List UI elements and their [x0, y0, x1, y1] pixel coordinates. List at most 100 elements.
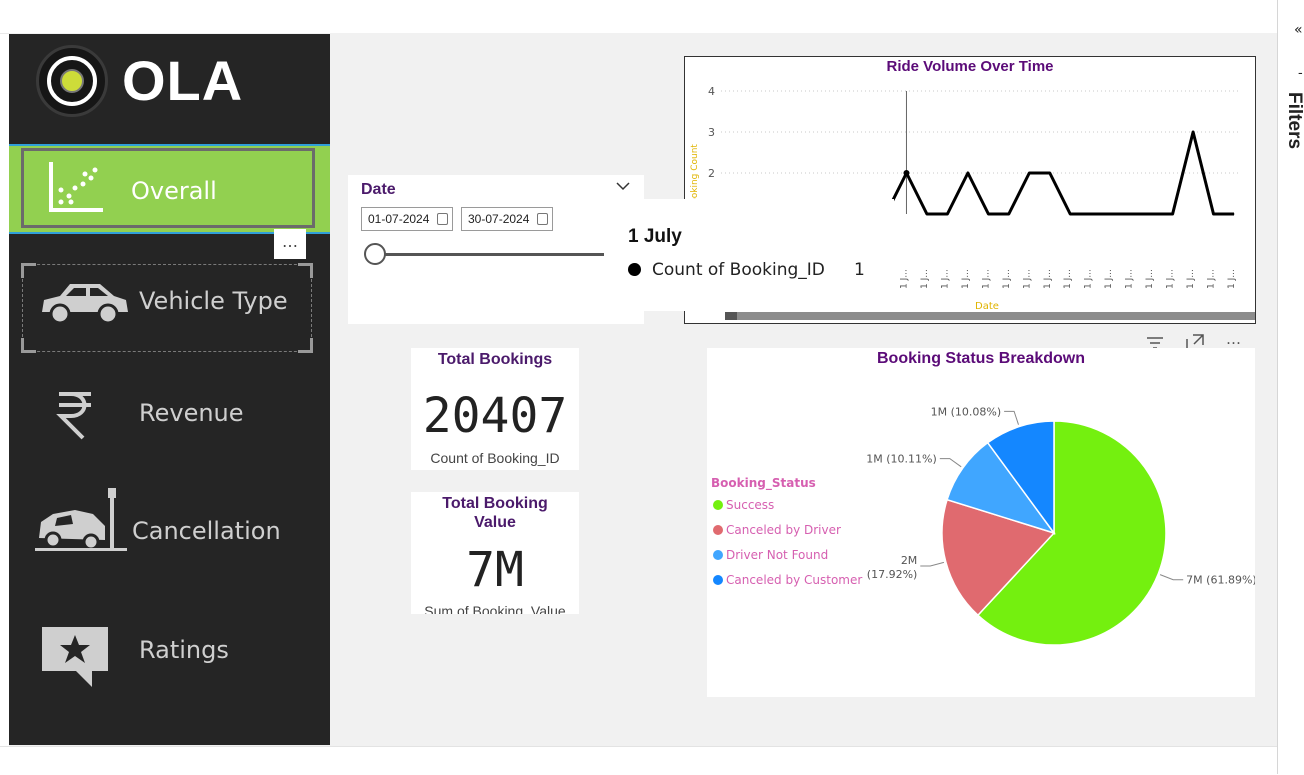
nav-item-vehicle-type[interactable]: Vehicle Type [9, 256, 330, 346]
tooltip-label: Count of Booking_ID [652, 260, 825, 280]
legend-title: Booking_Status [711, 476, 816, 490]
logo-ring-icon [36, 45, 108, 117]
legend-label: Canceled by Driver [726, 523, 841, 537]
chevron-down-icon[interactable] [616, 179, 630, 195]
y-axis-label: Booking Count [690, 144, 700, 210]
x-tick-label: 1 J... [1166, 269, 1176, 289]
nav-item-cancellation[interactable]: Cancellation [9, 486, 330, 576]
kpi-value: 7M [466, 542, 524, 598]
end-date-input[interactable]: 30-07-2024 [461, 207, 553, 231]
pie-chart-svg: 7M (61.89%) 2M(17.92%) 1M (10.11%) 1M (10.0… [866, 405, 1255, 646]
x-tick-label: 1 J... [961, 269, 971, 289]
date-slicer[interactable]: Date 01-07-2024 30-07-2024 [348, 175, 644, 324]
leader-line [939, 458, 962, 468]
data-point [926, 213, 928, 215]
legend-item-canceled-by-driver[interactable]: Canceled by Driver [713, 523, 841, 537]
pane-dash: - [1298, 66, 1303, 81]
scrollbar-thumb [725, 312, 737, 320]
legend-item-canceled-by-customer[interactable]: Canceled by Customer [713, 573, 862, 587]
tooltip-value: 1 [854, 260, 865, 280]
date-slicer-title: Date [361, 181, 396, 198]
x-tick-label: 1 J... [1125, 269, 1135, 289]
x-tick-label: 1 J... [1207, 269, 1217, 289]
kpi-value: 20407 [422, 388, 568, 444]
kpi-title: Total Booking Value [442, 495, 548, 531]
leader-line [920, 561, 945, 567]
line-chart-svg: 2 3 4 Booking Count Date 1 J... 1 J... 1 J... 1 … [690, 85, 1255, 320]
series-line [884, 130, 1234, 216]
data-point [1028, 172, 1030, 174]
nav-label-cancellation: Cancellation [132, 517, 281, 545]
kpi-subtitle: Sum of Booking_Value [424, 603, 566, 614]
legend-swatch [713, 525, 723, 535]
data-label: 1M (10.11%) [866, 453, 937, 466]
x-tick-label: 1 J... [1043, 269, 1053, 289]
legend-label: Canceled by Customer [726, 573, 863, 587]
pie-chart-title: Booking Status Breakdown [876, 350, 1086, 367]
rupee-icon [56, 392, 91, 440]
kpi-title: Total Bookings [437, 351, 553, 368]
data-point [1192, 131, 1194, 133]
report-bottom-band [0, 746, 1277, 775]
legend-swatch [713, 550, 723, 560]
more-options-icon[interactable]: … [1226, 330, 1241, 348]
data-label: 7M (61.89%) [1186, 574, 1255, 587]
active-nav-frame [21, 148, 315, 228]
logo-inner-ring [47, 56, 97, 106]
kpi-total-booking-value[interactable]: Total Booking Value 7M Sum of Booking_Va… [411, 492, 579, 614]
nav-item-revenue[interactable]: Revenue [9, 368, 330, 458]
legend-label: Driver Not Found [726, 548, 829, 562]
nav-item-ratings[interactable]: Ratings [9, 605, 330, 695]
calendar-icon[interactable] [537, 213, 548, 225]
data-point [1008, 213, 1010, 215]
data-point [1151, 213, 1153, 215]
collapse-pane-icon[interactable]: « [1294, 22, 1303, 38]
kpi-total-bookings[interactable]: Total Bookings 20407 Count of Booking_ID [411, 348, 579, 470]
brand-name: OLA [122, 49, 244, 112]
x-tick-label: 1 J... [1084, 269, 1094, 289]
data-point [1090, 213, 1092, 215]
tooltip-title: 1 July [628, 226, 682, 247]
calendar-icon[interactable] [437, 213, 448, 225]
data-point [1131, 213, 1133, 215]
filters-pane-label[interactable]: Filters [1284, 92, 1304, 150]
x-tick-label: 1 J... [1002, 269, 1012, 289]
car-crash-icon [35, 488, 127, 551]
nav-item-overall[interactable]: Overall [9, 144, 330, 234]
data-point [1233, 213, 1235, 215]
tooltip-series-dot [628, 263, 641, 276]
legend-label: Success [726, 498, 775, 512]
legend-item-driver-not-found[interactable]: Driver Not Found [713, 548, 828, 562]
data-point [946, 213, 948, 215]
data-point [1069, 213, 1071, 215]
x-tick-label: 1 J... [940, 269, 950, 289]
pie-slice [986, 420, 1055, 536]
start-date-input[interactable]: 01-07-2024 [361, 207, 453, 231]
legend-item-success[interactable]: Success [713, 498, 774, 512]
pie-slice [976, 420, 1167, 646]
data-label: 1M (10.08%) [931, 405, 1002, 418]
x-axis-label: Date [975, 301, 999, 312]
x-tick-label: 1 J... [1186, 269, 1196, 289]
date-slider-track[interactable] [376, 253, 644, 256]
y-tick-label: 2 [708, 167, 715, 180]
x-tick-label: 1 J... [1145, 269, 1155, 289]
filters-pane[interactable] [1277, 0, 1304, 774]
data-point [1110, 213, 1112, 215]
scrollbar-track [725, 312, 1255, 320]
data-point [987, 213, 989, 215]
legend-swatch [713, 575, 723, 585]
nav-label-ratings: Ratings [139, 636, 229, 664]
leader-line [1159, 574, 1184, 581]
nav-label-revenue: Revenue [139, 399, 244, 427]
start-date-value: 01-07-2024 [368, 212, 430, 226]
date-slider-handle[interactable] [364, 243, 386, 265]
more-options-button[interactable]: … [274, 229, 306, 259]
x-tick-label: 1 J... [920, 269, 930, 289]
scatter-chart-icon [49, 162, 103, 212]
data-point [967, 172, 969, 174]
star-chat-icon [42, 627, 108, 687]
x-tick-label: 1 J... [1227, 269, 1237, 289]
booking-status-chart[interactable]: Booking Status Breakdown Booking_Status … [707, 348, 1255, 697]
data-point [903, 170, 910, 176]
